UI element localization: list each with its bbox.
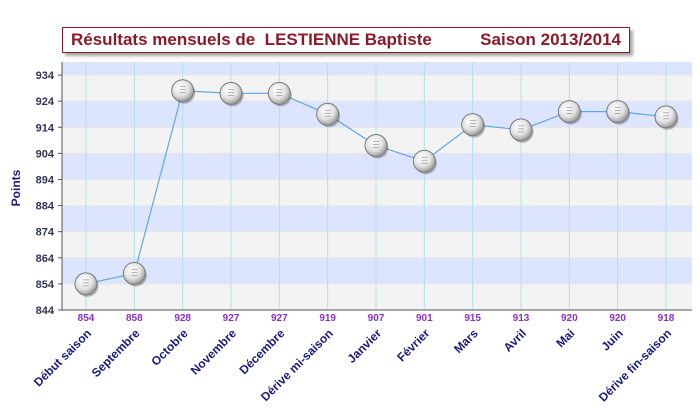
data-point-marker (316, 102, 340, 126)
value-label: 913 (513, 313, 530, 324)
grid-band (62, 283, 692, 310)
value-label: 915 (464, 313, 481, 324)
chart-title-box: Résultats mensuels de LESTIENNE Baptiste… (62, 27, 630, 53)
y-tick-label: 924 (36, 96, 55, 108)
x-category-label: Novembre (188, 326, 240, 378)
data-point-marker (171, 79, 195, 103)
data-point-marker (267, 81, 291, 105)
x-category-label: Septembre (89, 326, 143, 380)
data-point-marker (412, 149, 436, 173)
data-point (267, 81, 292, 107)
grid-band (62, 62, 692, 76)
data-point (171, 79, 196, 104)
value-label: 920 (609, 313, 626, 324)
y-tick-label: 914 (36, 122, 55, 134)
value-label: 927 (223, 313, 240, 324)
data-point (509, 118, 534, 143)
y-tick-labels: 844 854 864 874 884 894 904 914 924 934 (36, 70, 62, 317)
x-category-label: Décembre (237, 326, 288, 377)
data-point-marker (364, 134, 388, 158)
value-label: 907 (368, 313, 385, 324)
value-label: 920 (561, 313, 578, 324)
y-tick-label: 884 (36, 201, 55, 213)
grid-band (62, 205, 692, 232)
y-tick-label: 894 (36, 174, 55, 186)
value-label: 919 (319, 313, 336, 324)
data-point (606, 100, 631, 125)
value-label: 854 (78, 313, 95, 324)
data-point (122, 261, 147, 287)
value-label: 927 (271, 313, 288, 324)
y-axis-title: Points (9, 169, 23, 206)
x-category-label: Juin (598, 326, 625, 353)
data-point-marker (219, 81, 243, 105)
data-point-marker (509, 118, 533, 142)
x-category-label: Mars (451, 326, 481, 356)
y-tick-label: 934 (36, 70, 55, 82)
data-point (316, 102, 341, 128)
data-point-marker (557, 100, 581, 124)
chart-title: Résultats mensuels de LESTIENNE Baptiste (71, 30, 432, 49)
value-label: 928 (174, 313, 191, 324)
data-point (219, 81, 244, 107)
x-category-label: Octobre (148, 326, 191, 369)
data-point (412, 149, 437, 175)
y-tick-label: 864 (36, 253, 55, 265)
grid-band (62, 231, 692, 258)
data-point (557, 100, 582, 125)
data-point (364, 134, 389, 159)
grid-band (62, 153, 692, 180)
value-label: 858 (126, 313, 143, 324)
data-point (654, 105, 679, 130)
y-tick-label: 904 (36, 148, 55, 160)
data-point-marker (606, 100, 630, 124)
data-point-marker (461, 113, 485, 137)
grid-band (62, 75, 692, 102)
grid-band (62, 257, 692, 284)
grid-band (62, 101, 692, 128)
vertical-gridlines (85, 62, 667, 310)
y-tick-label: 844 (36, 305, 55, 317)
data-point-marker (654, 105, 678, 129)
x-category-label: Janvier (345, 326, 385, 366)
value-labels: 854 858 928 927 927 919 907 901 915 913 920 920 918 (78, 313, 675, 324)
data-point-marker (122, 261, 146, 285)
axes (61, 62, 692, 311)
value-label: 901 (416, 313, 433, 324)
background-bands (62, 62, 692, 311)
grid-band (62, 179, 692, 206)
y-tick-label: 874 (36, 227, 55, 239)
x-category-label: Mai (553, 326, 577, 350)
data-point-marker (74, 272, 98, 296)
data-point (74, 272, 99, 297)
season-label: Saison 2013/2014 (480, 30, 621, 49)
x-category-label: Avril (501, 326, 529, 354)
y-tick-label: 854 (36, 279, 55, 291)
data-point (461, 113, 486, 138)
x-category-label: Février (394, 326, 432, 364)
value-label: 918 (658, 313, 675, 324)
x-category-label: Début saison (31, 326, 94, 389)
data-points (74, 79, 679, 297)
